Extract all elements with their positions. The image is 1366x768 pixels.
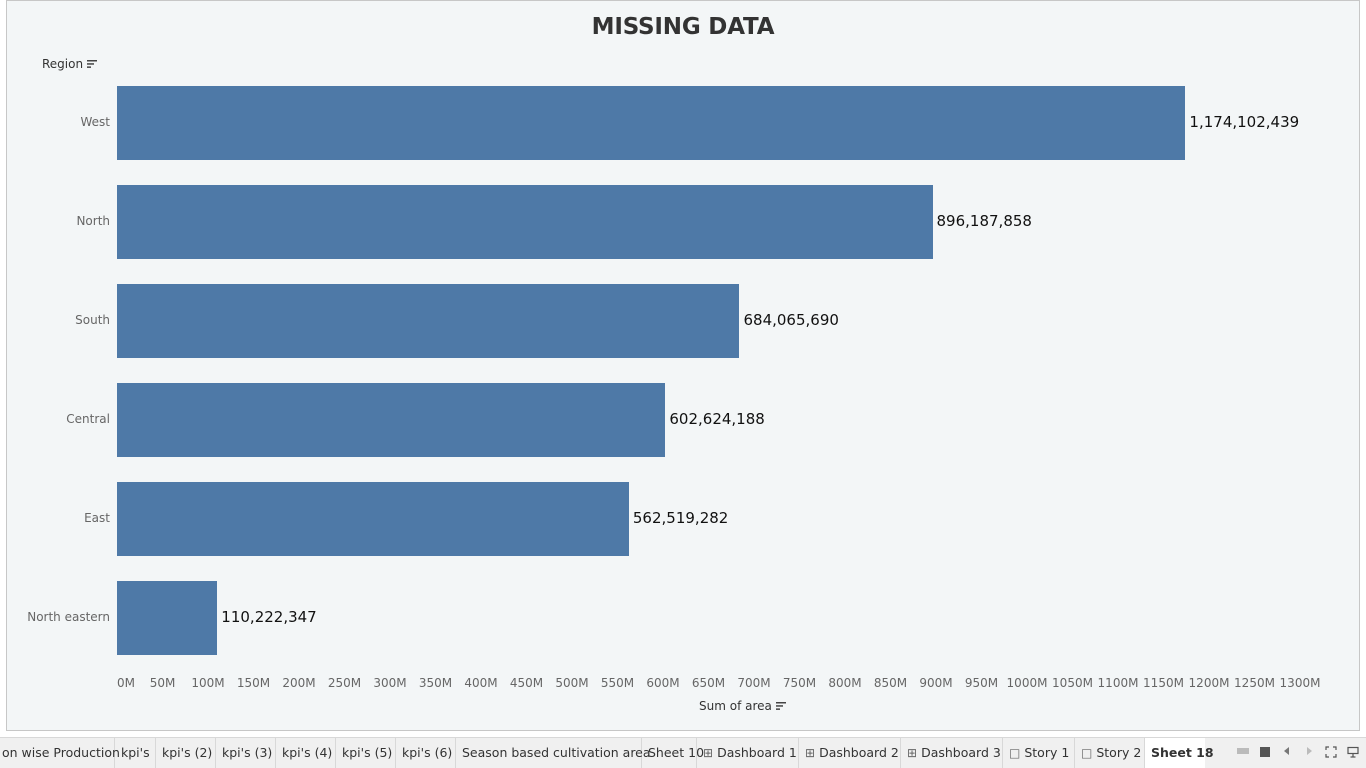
sheet-tab[interactable]: ⊞ Dashboard 1 xyxy=(697,738,799,768)
story-icon: □ xyxy=(1009,746,1021,760)
category-label: North xyxy=(76,214,110,228)
x-tick-label: 1150M xyxy=(1143,676,1184,690)
x-tick-label: 100M xyxy=(191,676,225,690)
sheet-tab-label: kpi's (4) xyxy=(282,745,333,760)
sheet-tab[interactable]: kpi's (5) xyxy=(336,738,396,768)
x-tick-label: 700M xyxy=(737,676,771,690)
sheet-tab-label: Story 1 xyxy=(1024,745,1070,760)
x-tick-label: 1300M xyxy=(1279,676,1321,690)
sheet-tab[interactable]: Sheet 18 xyxy=(1145,738,1214,768)
sheet-tab-label: kpi's xyxy=(121,745,150,760)
x-tick-label: 300M xyxy=(373,676,407,690)
x-tick-label: 0M xyxy=(117,676,135,690)
x-tick-label: 1100M xyxy=(1097,676,1139,690)
x-tick-label: 1200M xyxy=(1188,676,1230,690)
sheet-tab[interactable]: kpi's (6) xyxy=(396,738,456,768)
sheet-tab[interactable]: ⊞ Dashboard 2 xyxy=(799,738,901,768)
sheet-tab[interactable]: Season based cultivation area xyxy=(456,738,651,768)
sheet-tab[interactable]: on wise Production xyxy=(0,738,120,768)
bar[interactable] xyxy=(117,482,629,556)
bar[interactable] xyxy=(117,185,933,259)
x-tick-label: 50M xyxy=(149,676,176,690)
x-tick-label: 750M xyxy=(782,676,817,690)
x-tick-label: 650M xyxy=(691,676,726,690)
sheet-tab[interactable]: kpi's xyxy=(115,738,156,768)
sheet-tab-label: Sheet 10 xyxy=(648,745,705,760)
y-axis-title: Region xyxy=(42,57,84,71)
data-label: 684,065,690 xyxy=(743,311,839,329)
story-icon: □ xyxy=(1081,746,1093,760)
data-label: 1,174,102,439 xyxy=(1189,113,1300,131)
scroll-left-icon[interactable] xyxy=(1280,746,1294,760)
sheet-tab[interactable]: kpi's (2) xyxy=(156,738,216,768)
x-tick-label: 1000M xyxy=(1006,676,1048,690)
category-label: Central xyxy=(66,412,110,426)
dashboard-icon: ⊞ xyxy=(703,746,714,760)
fullscreen-icon[interactable] xyxy=(1324,746,1338,760)
bar[interactable] xyxy=(117,284,740,358)
x-tick-label: 450M xyxy=(509,676,544,690)
sort-icon[interactable] xyxy=(775,701,786,711)
bar[interactable] xyxy=(117,86,1186,160)
x-tick-label: 400M xyxy=(464,676,498,690)
sheet-tab[interactable]: ⊞ Dashboard 3 xyxy=(901,738,1003,768)
dashboard-icon: ⊞ xyxy=(907,746,918,760)
x-tick-label: 1250M xyxy=(1234,676,1275,690)
bar[interactable] xyxy=(117,581,218,655)
data-label: 562,519,282 xyxy=(632,509,729,527)
show-tabs-icon[interactable] xyxy=(1258,746,1272,760)
sheet-tab-label: Sheet 18 xyxy=(1151,745,1214,760)
chart-title: MISSING DATA xyxy=(591,14,775,40)
sheet-tab[interactable]: kpi's (3) xyxy=(216,738,276,768)
sheet-tab[interactable]: Sheet 10 xyxy=(642,738,704,768)
film-strip-icon[interactable] xyxy=(1236,746,1250,760)
data-label: 896,187,858 xyxy=(936,212,1032,230)
sheet-tab[interactable]: □ Story 1 xyxy=(1003,738,1075,768)
sheet-tab-label: Dashboard 1 xyxy=(717,745,797,760)
data-label: 110,222,347 xyxy=(221,608,317,626)
sheet-tab-label: Story 2 xyxy=(1096,745,1142,760)
sheet-tab-label: kpi's (3) xyxy=(222,745,273,760)
data-label: 602,624,188 xyxy=(669,410,765,428)
x-tick-label: 350M xyxy=(418,676,453,690)
x-tick-label: 550M xyxy=(600,676,635,690)
x-tick-label: 800M xyxy=(828,676,862,690)
category-label: South xyxy=(75,313,110,327)
x-axis-title: Sum of area xyxy=(699,699,772,713)
sheet-tab-label: kpi's (5) xyxy=(342,745,393,760)
sheet-tab-label: Season based cultivation area xyxy=(462,745,651,760)
sheet-tab-label: Dashboard 2 xyxy=(819,745,899,760)
category-label: East xyxy=(84,511,110,525)
x-tick-label: 150M xyxy=(236,676,271,690)
sheet-tab-label: kpi's (6) xyxy=(402,745,453,760)
scroll-right-icon[interactable] xyxy=(1302,746,1316,760)
sheet-tab-bar: on wise Production kpi's kpi's (2) kpi's (3… xyxy=(0,737,1366,768)
x-tick-label: 600M xyxy=(646,676,680,690)
x-tick-label: 850M xyxy=(873,676,908,690)
sort-icon[interactable] xyxy=(87,59,98,69)
dashboard-icon: ⊞ xyxy=(805,746,816,760)
category-label: West xyxy=(80,115,110,129)
y-axis-field-header[interactable]: Region xyxy=(42,57,98,71)
x-axis-field-header[interactable]: Sum of area xyxy=(699,699,786,713)
sheet-tab-label: on wise Production xyxy=(2,745,120,760)
x-tick-label: 250M xyxy=(327,676,362,690)
presentation-mode-icon[interactable] xyxy=(1346,746,1360,760)
sheet-tab-label: kpi's (2) xyxy=(162,745,213,760)
x-tick-label: 500M xyxy=(555,676,589,690)
sheet-tab-label: Dashboard 3 xyxy=(921,745,1001,760)
sheet-tab[interactable]: kpi's (4) xyxy=(276,738,336,768)
x-tick-label: 950M xyxy=(964,676,999,690)
bar[interactable] xyxy=(117,383,666,457)
x-tick-label: 900M xyxy=(919,676,953,690)
x-tick-label: 1050M xyxy=(1052,676,1093,690)
sheet-tab[interactable]: □ Story 2 xyxy=(1075,738,1145,768)
category-label: North eastern xyxy=(27,610,110,624)
x-tick-label: 200M xyxy=(282,676,316,690)
